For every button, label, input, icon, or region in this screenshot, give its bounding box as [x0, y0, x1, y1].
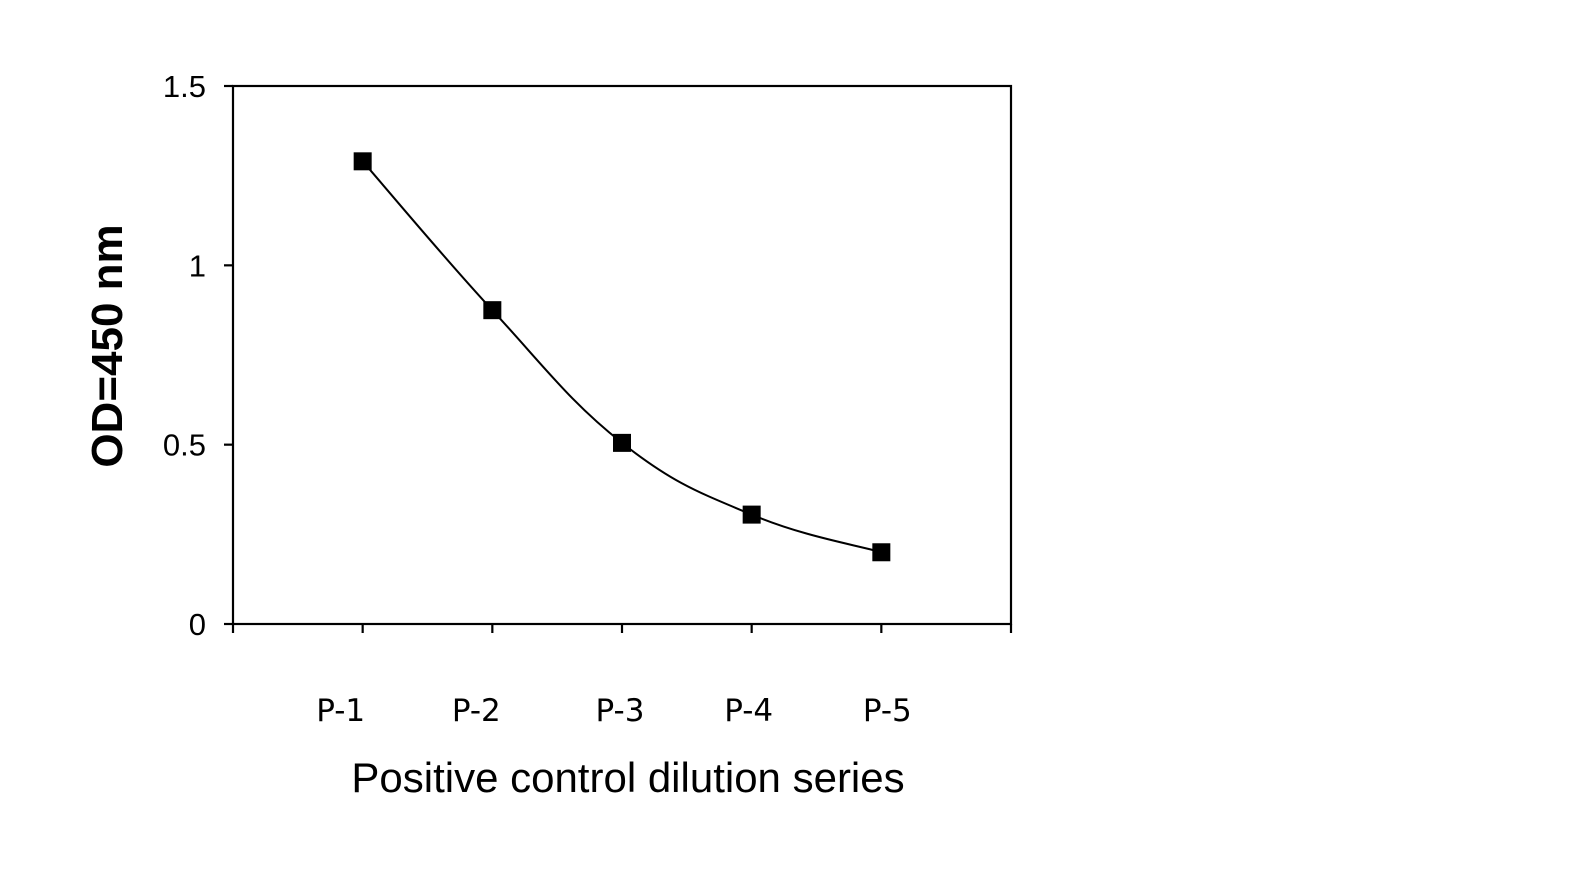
data-point-marker	[613, 433, 631, 452]
y-tick-label: 0.5	[163, 428, 206, 463]
y-axis-title: OD=450 nm	[83, 224, 132, 467]
x-axis-title: Positive control dilution series	[351, 754, 904, 801]
series-line	[361, 160, 882, 554]
data-point-marker	[353, 152, 372, 171]
series-layer	[353, 152, 891, 562]
x-tick-label: P-1	[316, 693, 365, 729]
plot-frame	[231, 84, 1013, 626]
x-axis-ticks: P-1 P-2 P-3 P-4 P-5	[231, 624, 1013, 729]
x-tick-label: P-4	[724, 693, 773, 729]
data-point-marker	[872, 543, 891, 562]
x-tick-label: P-3	[596, 693, 645, 729]
data-point-marker	[742, 505, 761, 524]
data-point-marker	[483, 301, 502, 320]
y-tick-label: 1	[189, 248, 206, 283]
x-tick-label: P-5	[863, 693, 912, 729]
y-axis-ticks: 0 0.5 1 1.5	[163, 69, 233, 642]
plot-border	[231, 84, 1013, 626]
x-tick-label: P-2	[452, 693, 501, 729]
y-tick-label: 0	[189, 607, 206, 642]
y-tick-label: 1.5	[163, 69, 206, 104]
